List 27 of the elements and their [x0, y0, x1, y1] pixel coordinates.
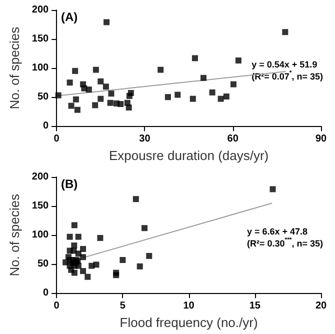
x-tick-label: 60	[227, 134, 239, 145]
x-tick-label: 30	[139, 134, 151, 145]
y-tick-label: 200	[32, 4, 50, 16]
x-axis-title: Expousre duration (days/yr)	[108, 148, 269, 163]
annotation: y = 6.6x + 47.8	[246, 226, 308, 236]
y-tick-label: 100	[32, 62, 50, 74]
y-tick-label: 100	[32, 230, 50, 241]
y-tick-label: 0	[43, 288, 50, 299]
y-tick-label: 0	[43, 120, 50, 132]
y-tick-label: 150	[32, 34, 50, 45]
y-tick-label: 200	[32, 172, 50, 182]
x-tick-label: 20	[315, 300, 327, 312]
x-tick-label: 0	[54, 300, 60, 312]
x-tick-label: 5	[120, 300, 126, 312]
y-tick-label: 150	[32, 200, 50, 212]
y-axis-title: No. of species	[7, 26, 22, 110]
chart-title: (B)	[61, 177, 78, 191]
y-tick-label: 50	[37, 92, 50, 103]
chart-title: (A)	[61, 10, 78, 24]
y-axis-title: No. of species	[7, 193, 22, 276]
x-tick-label: 15	[249, 300, 261, 312]
x-axis-title: Flood frequency (no./yr)	[120, 315, 258, 330]
y-tick-label: 50	[37, 258, 50, 270]
annotation: y = 0.54x + 51.9	[252, 59, 318, 70]
x-tick-label: 10	[183, 300, 195, 312]
x-tick-label: 0	[54, 134, 60, 145]
x-tick-label: 90	[315, 134, 327, 145]
